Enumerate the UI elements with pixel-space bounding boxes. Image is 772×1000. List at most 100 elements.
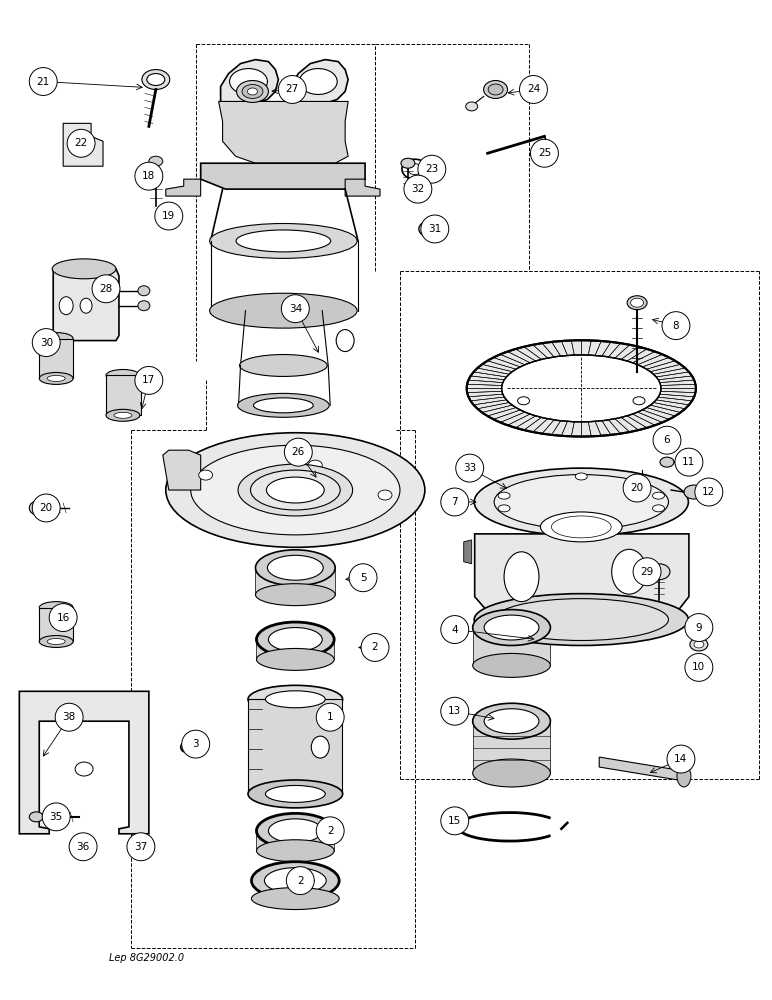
Ellipse shape xyxy=(52,259,116,279)
Circle shape xyxy=(418,155,445,183)
Ellipse shape xyxy=(540,512,622,542)
Text: 22: 22 xyxy=(74,138,88,148)
Ellipse shape xyxy=(47,638,65,644)
Ellipse shape xyxy=(378,490,392,500)
Text: 26: 26 xyxy=(292,447,305,457)
Text: 37: 37 xyxy=(134,842,147,852)
Ellipse shape xyxy=(469,341,694,436)
Text: 20: 20 xyxy=(631,483,644,493)
Circle shape xyxy=(685,653,713,681)
Ellipse shape xyxy=(575,473,587,480)
Circle shape xyxy=(404,175,432,203)
Polygon shape xyxy=(221,60,279,104)
Polygon shape xyxy=(53,269,119,341)
Circle shape xyxy=(92,275,120,303)
Ellipse shape xyxy=(114,412,132,418)
Ellipse shape xyxy=(311,736,329,758)
Ellipse shape xyxy=(74,840,92,854)
Ellipse shape xyxy=(308,460,322,470)
Ellipse shape xyxy=(248,88,258,95)
Ellipse shape xyxy=(239,355,327,376)
Ellipse shape xyxy=(71,132,81,140)
Ellipse shape xyxy=(504,552,539,602)
Ellipse shape xyxy=(166,433,425,547)
Ellipse shape xyxy=(494,475,669,529)
Text: 23: 23 xyxy=(425,164,438,174)
Ellipse shape xyxy=(71,147,81,155)
Ellipse shape xyxy=(253,398,313,413)
Text: 32: 32 xyxy=(411,184,425,194)
Ellipse shape xyxy=(690,638,708,651)
Circle shape xyxy=(317,817,344,845)
Polygon shape xyxy=(599,757,684,781)
Polygon shape xyxy=(472,628,550,665)
Text: 9: 9 xyxy=(696,623,703,633)
Text: 36: 36 xyxy=(76,842,90,852)
Ellipse shape xyxy=(633,397,645,405)
Ellipse shape xyxy=(648,564,670,580)
Ellipse shape xyxy=(47,375,65,381)
Ellipse shape xyxy=(29,500,49,515)
Ellipse shape xyxy=(106,369,140,381)
Ellipse shape xyxy=(39,333,73,345)
Ellipse shape xyxy=(252,888,339,910)
Text: 28: 28 xyxy=(100,284,113,294)
Polygon shape xyxy=(39,608,73,641)
Text: 11: 11 xyxy=(682,457,696,467)
Ellipse shape xyxy=(402,159,428,179)
Circle shape xyxy=(421,215,449,243)
Polygon shape xyxy=(290,60,348,104)
Ellipse shape xyxy=(575,524,587,531)
Ellipse shape xyxy=(408,164,422,175)
Circle shape xyxy=(67,129,95,157)
Text: 35: 35 xyxy=(49,812,63,822)
Circle shape xyxy=(49,604,77,632)
Ellipse shape xyxy=(80,298,92,313)
Ellipse shape xyxy=(191,445,400,535)
Ellipse shape xyxy=(472,759,550,787)
Ellipse shape xyxy=(256,584,335,606)
Text: 1: 1 xyxy=(327,712,334,722)
Polygon shape xyxy=(201,163,365,189)
Circle shape xyxy=(662,312,690,340)
Ellipse shape xyxy=(256,813,334,848)
Ellipse shape xyxy=(256,840,334,862)
Text: 5: 5 xyxy=(360,573,367,583)
Ellipse shape xyxy=(684,485,704,499)
Text: 29: 29 xyxy=(641,567,654,577)
Text: 19: 19 xyxy=(162,211,175,221)
Text: 4: 4 xyxy=(452,625,458,635)
Circle shape xyxy=(281,295,310,323)
Ellipse shape xyxy=(551,516,611,538)
Ellipse shape xyxy=(238,464,353,516)
Ellipse shape xyxy=(499,354,663,423)
Ellipse shape xyxy=(269,628,322,651)
Ellipse shape xyxy=(484,615,539,640)
Polygon shape xyxy=(472,721,550,773)
Ellipse shape xyxy=(256,622,334,657)
Text: 7: 7 xyxy=(452,497,458,507)
Text: 20: 20 xyxy=(39,503,52,513)
Ellipse shape xyxy=(210,293,357,328)
Ellipse shape xyxy=(248,780,343,808)
Ellipse shape xyxy=(210,223,357,258)
Ellipse shape xyxy=(652,505,665,512)
Ellipse shape xyxy=(472,703,550,739)
Ellipse shape xyxy=(652,492,665,499)
Text: 15: 15 xyxy=(448,816,462,826)
Polygon shape xyxy=(256,831,334,851)
Text: 33: 33 xyxy=(463,463,476,473)
Ellipse shape xyxy=(142,70,170,89)
Ellipse shape xyxy=(627,296,647,310)
Circle shape xyxy=(69,833,97,861)
Ellipse shape xyxy=(677,765,691,787)
Ellipse shape xyxy=(472,610,550,645)
Text: 10: 10 xyxy=(692,662,706,672)
Text: 8: 8 xyxy=(672,321,679,331)
Ellipse shape xyxy=(242,85,263,98)
Text: 12: 12 xyxy=(703,487,716,497)
Text: 17: 17 xyxy=(142,375,155,385)
Ellipse shape xyxy=(149,156,163,166)
Ellipse shape xyxy=(611,549,647,594)
Circle shape xyxy=(181,730,210,758)
